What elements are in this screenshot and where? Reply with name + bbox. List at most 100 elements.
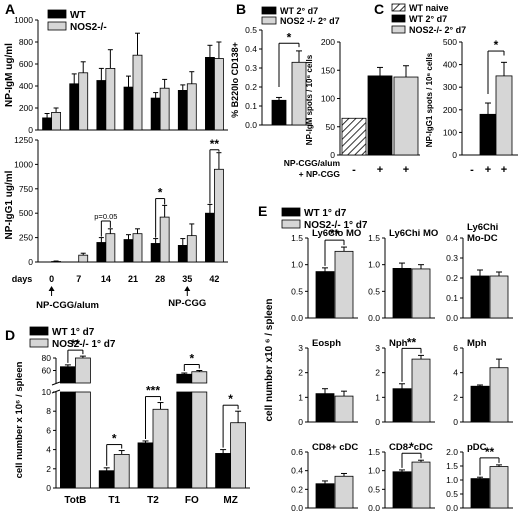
d-bar-upper [60, 366, 76, 384]
e-bar [489, 367, 509, 423]
e-subplot-title: Ly6Chi MO [389, 228, 438, 239]
a-x-prefix: days [12, 274, 33, 284]
e-subplot-title: CD8- cDC [389, 442, 433, 453]
d-sig-label: * [112, 432, 117, 446]
e-y-axis-tick-label: 0.2 [291, 484, 303, 494]
e-legend-wt-swatch [281, 207, 301, 217]
d-axis-break [51, 389, 61, 394]
a-x-tick-label: 21 [128, 274, 138, 284]
e-y-label: cell number x10 ⁶ / spleen [264, 299, 275, 422]
e-y-axis-tick-label: 0 [453, 417, 458, 427]
a-legend-wt-swatch [47, 9, 67, 19]
e-y-axis-tick-label: 0 [298, 417, 303, 427]
d-bar-upper [176, 373, 193, 384]
d-cat-label: T2 [147, 495, 159, 506]
d-bar-lower [60, 391, 76, 489]
a-legend-ko-swatch [47, 21, 67, 31]
b-sig-label: * [287, 30, 292, 44]
panel-label-e: E [258, 203, 267, 219]
e-y-axis-tick-label: 2 [453, 392, 458, 402]
e-y-axis-tick-label: 0.5 [446, 489, 458, 499]
e-legend-ko-swatch [281, 219, 301, 229]
d-cat-label: T1 [108, 495, 120, 506]
c-igg1-y-label: NP-IgG1 spots / 10⁶ cells [425, 52, 434, 147]
a-igg1-y-axis-tick-label: 1250 [14, 135, 33, 145]
a-igm-bar [96, 80, 107, 131]
a-x-tick-label: 0 [49, 274, 54, 284]
panel-label-a: A [5, 1, 15, 17]
a-igm-bar [69, 83, 80, 131]
e-y-axis-tick-label: 3 [298, 343, 303, 353]
e-y-axis-tick-label: 0.4 [446, 233, 458, 243]
a-igg1-y-axis-tick-label: 250 [19, 233, 33, 243]
b-bar [291, 61, 307, 126]
d-cat-label: MZ [223, 495, 237, 506]
a-igm-bar [42, 117, 52, 131]
a-x-annot-boost: NP-CGG [168, 298, 206, 309]
c-legend-swatch-2 [391, 25, 406, 34]
a-arrow-head-1 [184, 286, 191, 291]
b-y-axis-tick-label: 0.0 [245, 120, 257, 130]
e-bar [392, 388, 412, 423]
c-igg1-y-axis-tick-label: 200 [443, 105, 457, 115]
a-igm-bar [214, 58, 224, 131]
e-bar [470, 478, 490, 509]
e-bar [315, 271, 335, 319]
c-legend-label-1: WT 2° d7 [409, 14, 447, 24]
e-bar [411, 461, 431, 509]
e-y-axis-tick-label: 1.5 [368, 447, 380, 457]
a-igg1-bar [177, 245, 188, 263]
a-igm-bar [132, 54, 143, 131]
a-igm-y-axis-tick-label: 400 [19, 81, 33, 91]
a-x-tick-label: 28 [155, 274, 165, 284]
e-y-axis-tick-label: 0 [375, 417, 380, 427]
e-y-axis-tick-label: 1.0 [368, 260, 380, 270]
e-subplot-title: Mo-DC [467, 233, 498, 244]
a-legend-wt-label: WT [70, 10, 86, 21]
a-igg1-y-axis-tick-label: 750 [19, 184, 33, 194]
d-bar-lower [176, 391, 193, 489]
a-igg1-pval-label: p=0.05 [94, 212, 117, 221]
d-y-tick-label: 10 [42, 387, 52, 397]
a-igg1-bar [150, 243, 161, 263]
a-igm-bar [150, 97, 161, 131]
e-bar [411, 268, 431, 319]
c-igg1-cat-label: - [470, 164, 474, 176]
e-sig-label: * [409, 440, 414, 454]
e-y-axis-tick-label: 0.0 [446, 313, 458, 323]
d-bar [215, 453, 232, 489]
e-subplot-title: pDC [467, 442, 487, 453]
a-igm-y-axis-tick-label: 600 [19, 59, 33, 69]
e-subplot-title: Ly6Clo MO [312, 228, 361, 239]
d-bar [98, 470, 115, 489]
e-y-axis-tick-label: 1 [298, 392, 303, 402]
d-sig-label: ** [71, 337, 81, 351]
d-bar-lower [191, 391, 208, 489]
c-igg1-y-axis-tick-label: 300 [443, 82, 457, 92]
a-igm-bar [205, 57, 215, 131]
e-subplot-title: Mph [467, 338, 487, 349]
b-legend-ko-swatch [261, 16, 277, 25]
a-igg1-bar [214, 168, 224, 263]
c-igm-cat-label: - [352, 164, 356, 176]
e-y-axis-tick-label: 2.0 [446, 447, 458, 457]
d-y-tick-label: 2 [46, 464, 51, 474]
e-y-axis-tick-label: 0.5 [291, 286, 303, 296]
e-sig-label: ** [330, 227, 340, 241]
a-igg1-y-label: NP-IgG1 ug/ml [4, 170, 15, 239]
c-igg1-bar [495, 75, 513, 156]
e-bar [470, 385, 490, 423]
a-igm-y-label: NP-IgM ug/ml [4, 43, 15, 107]
e-bar [489, 275, 509, 319]
a-igg1-y-axis-tick-label: 500 [19, 208, 33, 218]
e-y-axis-tick-label: 0.0 [368, 503, 380, 513]
b-y-axis-tick-label: 0.1 [245, 101, 257, 111]
e-subplot-title: Nph [389, 338, 408, 349]
c-igm-bar [341, 117, 367, 156]
d-y-tick-label: 60 [42, 366, 52, 376]
a-igm-bar [78, 72, 89, 131]
e-bar [334, 395, 354, 423]
e-legend-ko-label: NOS2-/- 1° d7 [304, 220, 368, 231]
d-y-tick-label: 8 [46, 406, 51, 416]
